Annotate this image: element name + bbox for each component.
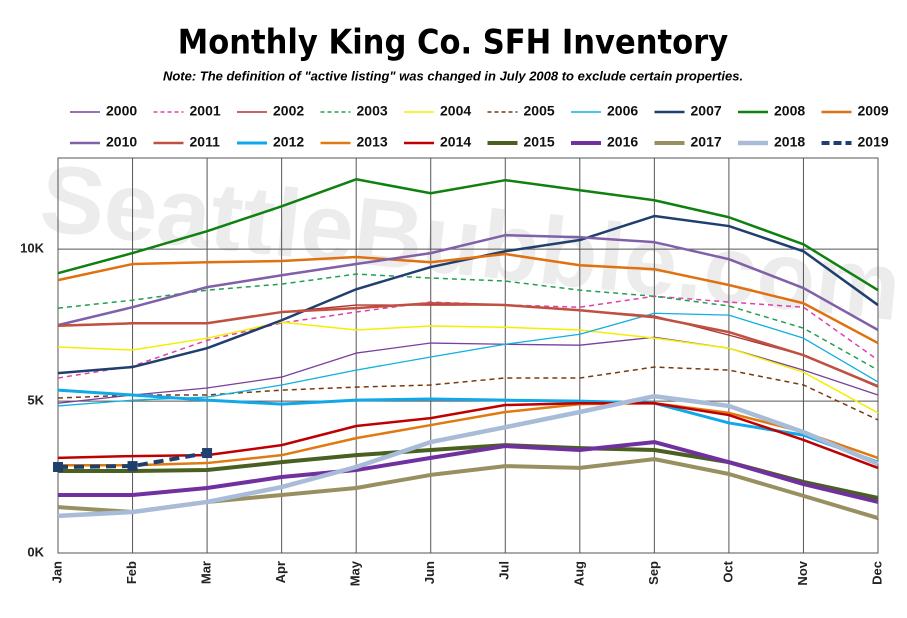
- series-line: [57, 233, 879, 332]
- series-line: [58, 440, 879, 504]
- x-tick-label: Sep: [646, 561, 661, 585]
- series-line: [57, 301, 879, 388]
- legend-label: 2009: [858, 103, 889, 119]
- x-tick-label: Apr: [273, 561, 288, 583]
- x-tick-label: Feb: [124, 561, 139, 584]
- x-tick-label: Nov: [795, 560, 810, 585]
- series-line: [57, 388, 879, 464]
- legend-label: 2001: [190, 103, 221, 119]
- legend-label: 2011: [190, 134, 221, 150]
- x-tick-label: Jun: [422, 561, 437, 584]
- series-line: [57, 312, 879, 407]
- series-line: [57, 178, 879, 292]
- legend-label: 2018: [774, 134, 805, 150]
- legend-label: 2016: [607, 134, 638, 150]
- legend-label: 2000: [106, 103, 137, 119]
- x-tick-label: Mar: [199, 561, 214, 584]
- legend-label: 2017: [691, 134, 722, 150]
- x-tick-label: Aug: [571, 561, 586, 586]
- legend-label: 2006: [607, 103, 638, 119]
- series-line: [57, 252, 879, 345]
- series-marker: [53, 462, 63, 473]
- series-line: [57, 366, 879, 421]
- series-marker: [202, 448, 213, 459]
- y-tick-label: 10K: [20, 241, 44, 256]
- series-line: [57, 273, 879, 371]
- legend-label: 2010: [106, 134, 137, 150]
- legend-label: 2008: [774, 103, 805, 119]
- x-tick-label: Jan: [49, 561, 64, 583]
- chart-subtitle: Note: The definition of "active listing"…: [163, 68, 743, 83]
- legend-label: 2005: [524, 103, 555, 119]
- legend-label: 2004: [440, 103, 471, 119]
- series-line: [57, 336, 879, 404]
- series-line: [57, 393, 879, 519]
- x-tick-label: Oct: [720, 560, 735, 582]
- x-tick-label: May: [348, 560, 363, 586]
- y-tick-label: 0K: [27, 544, 44, 559]
- series-line: [57, 451, 208, 470]
- chart-title: Monthly King Co. SFH Inventory: [178, 23, 728, 63]
- series-marker: [127, 461, 138, 472]
- series-line: [57, 321, 879, 414]
- series-line: [58, 401, 879, 467]
- y-tick-label: 5K: [27, 393, 44, 408]
- x-tick-label: Dec: [869, 561, 884, 585]
- legend-label: 2003: [357, 103, 388, 119]
- legend-label: 2007: [691, 103, 722, 119]
- legend-label: 2015: [524, 134, 555, 150]
- legend-label: 2013: [357, 134, 388, 150]
- legend-label: 2012: [273, 134, 304, 150]
- legend-label: 2014: [440, 134, 471, 150]
- x-tick-label: Jul: [497, 561, 512, 580]
- legend-label: 2019: [858, 134, 889, 150]
- legend-label: 2002: [273, 103, 304, 119]
